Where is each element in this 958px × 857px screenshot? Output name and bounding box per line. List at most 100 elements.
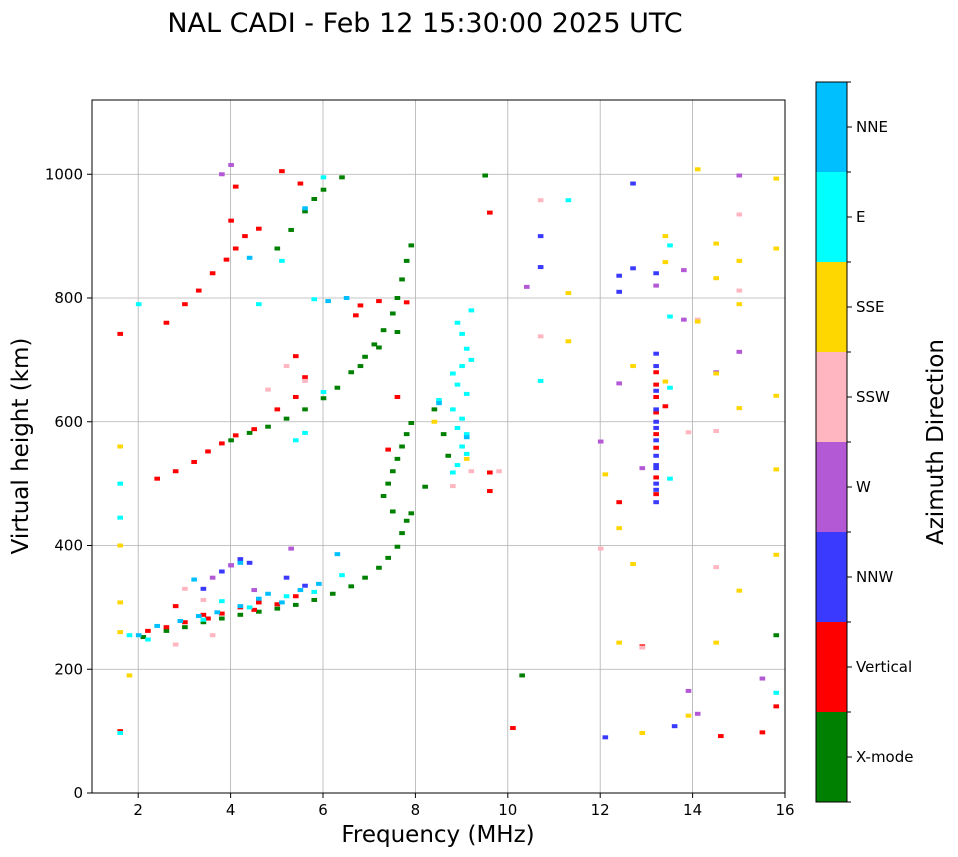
data-point bbox=[653, 271, 659, 276]
data-point bbox=[320, 396, 327, 401]
x-tick-label: 14 bbox=[683, 801, 702, 819]
data-point bbox=[246, 605, 253, 610]
data-point bbox=[773, 690, 780, 695]
data-point bbox=[487, 470, 493, 475]
data-point bbox=[616, 381, 622, 386]
data-point bbox=[450, 407, 456, 412]
data-point bbox=[283, 416, 290, 421]
data-point bbox=[713, 640, 720, 645]
data-point bbox=[348, 370, 355, 375]
data-point bbox=[154, 623, 160, 628]
data-point bbox=[311, 589, 318, 594]
colorbar-tick-label: X-mode bbox=[856, 748, 913, 766]
data-point bbox=[117, 444, 124, 449]
data-point bbox=[653, 407, 659, 412]
data-point bbox=[209, 271, 216, 276]
data-point bbox=[431, 419, 438, 424]
data-point bbox=[487, 489, 493, 494]
data-point bbox=[362, 575, 368, 580]
data-point bbox=[408, 243, 415, 248]
data-point bbox=[653, 492, 659, 497]
data-point bbox=[380, 494, 387, 498]
data-point bbox=[274, 246, 281, 251]
x-tick-label: 4 bbox=[226, 801, 236, 819]
data-point bbox=[773, 633, 780, 638]
data-point bbox=[283, 594, 290, 599]
data-point bbox=[482, 173, 489, 178]
data-point bbox=[126, 633, 133, 638]
data-point bbox=[759, 676, 766, 681]
data-point bbox=[713, 429, 720, 434]
data-point bbox=[436, 401, 442, 406]
data-point bbox=[422, 484, 428, 489]
data-point bbox=[163, 628, 170, 633]
data-point bbox=[279, 600, 285, 605]
y-tick-label: 800 bbox=[54, 289, 83, 307]
series-sse bbox=[117, 167, 780, 735]
data-point bbox=[459, 364, 465, 369]
data-point bbox=[773, 552, 780, 557]
data-point bbox=[246, 255, 253, 260]
data-point bbox=[667, 476, 673, 481]
colorbar-swatch bbox=[816, 442, 847, 532]
data-point bbox=[334, 552, 341, 557]
data-point bbox=[292, 594, 299, 599]
data-point bbox=[630, 266, 636, 271]
y-tick-label: 400 bbox=[54, 537, 83, 555]
plot-frame bbox=[91, 99, 786, 794]
y-axis-label: Virtual height (km) bbox=[8, 338, 34, 555]
data-point bbox=[408, 511, 415, 516]
colorbar-swatch bbox=[816, 82, 847, 172]
data-point bbox=[450, 484, 456, 489]
data-point bbox=[288, 546, 294, 551]
colorbar-tick-label: Vertical bbox=[856, 658, 912, 676]
data-point bbox=[454, 425, 461, 430]
colorbar-swatch bbox=[816, 712, 847, 802]
data-point bbox=[265, 387, 271, 392]
data-point bbox=[200, 612, 207, 617]
data-point bbox=[713, 371, 720, 376]
data-point bbox=[399, 277, 405, 282]
data-point bbox=[320, 390, 327, 395]
data-point bbox=[653, 463, 659, 468]
data-point bbox=[228, 162, 234, 167]
data-point bbox=[117, 630, 124, 635]
data-point bbox=[339, 175, 345, 180]
data-point bbox=[445, 453, 452, 458]
data-point bbox=[385, 447, 391, 452]
data-point bbox=[219, 611, 225, 616]
data-point bbox=[459, 444, 465, 449]
data-point bbox=[117, 543, 124, 548]
data-point bbox=[653, 283, 659, 288]
data-point bbox=[380, 328, 387, 333]
data-point bbox=[274, 606, 281, 611]
data-point bbox=[653, 425, 659, 430]
data-point bbox=[348, 584, 355, 589]
data-point bbox=[565, 198, 572, 203]
data-point bbox=[172, 604, 179, 609]
series-nne bbox=[135, 206, 470, 638]
data-point bbox=[653, 382, 659, 387]
data-point bbox=[214, 610, 221, 615]
colorbar-tick-label: W bbox=[856, 478, 871, 496]
data-point bbox=[376, 565, 382, 570]
data-point bbox=[297, 588, 304, 593]
data-points bbox=[117, 162, 780, 740]
data-point bbox=[681, 268, 687, 273]
data-point bbox=[597, 546, 604, 551]
data-point bbox=[191, 577, 197, 582]
data-point bbox=[653, 500, 659, 505]
data-point bbox=[182, 302, 188, 307]
data-point bbox=[759, 730, 766, 735]
data-point bbox=[292, 354, 299, 359]
data-point bbox=[117, 331, 124, 336]
data-point bbox=[773, 704, 780, 709]
chart-title: NAL CADI - Feb 12 15:30:00 2025 UTC bbox=[167, 8, 682, 39]
data-point bbox=[773, 176, 780, 181]
data-point bbox=[602, 735, 609, 740]
data-point bbox=[403, 258, 410, 263]
data-point bbox=[537, 334, 544, 339]
data-point bbox=[653, 453, 659, 458]
data-point bbox=[311, 197, 318, 201]
data-point bbox=[694, 711, 701, 716]
